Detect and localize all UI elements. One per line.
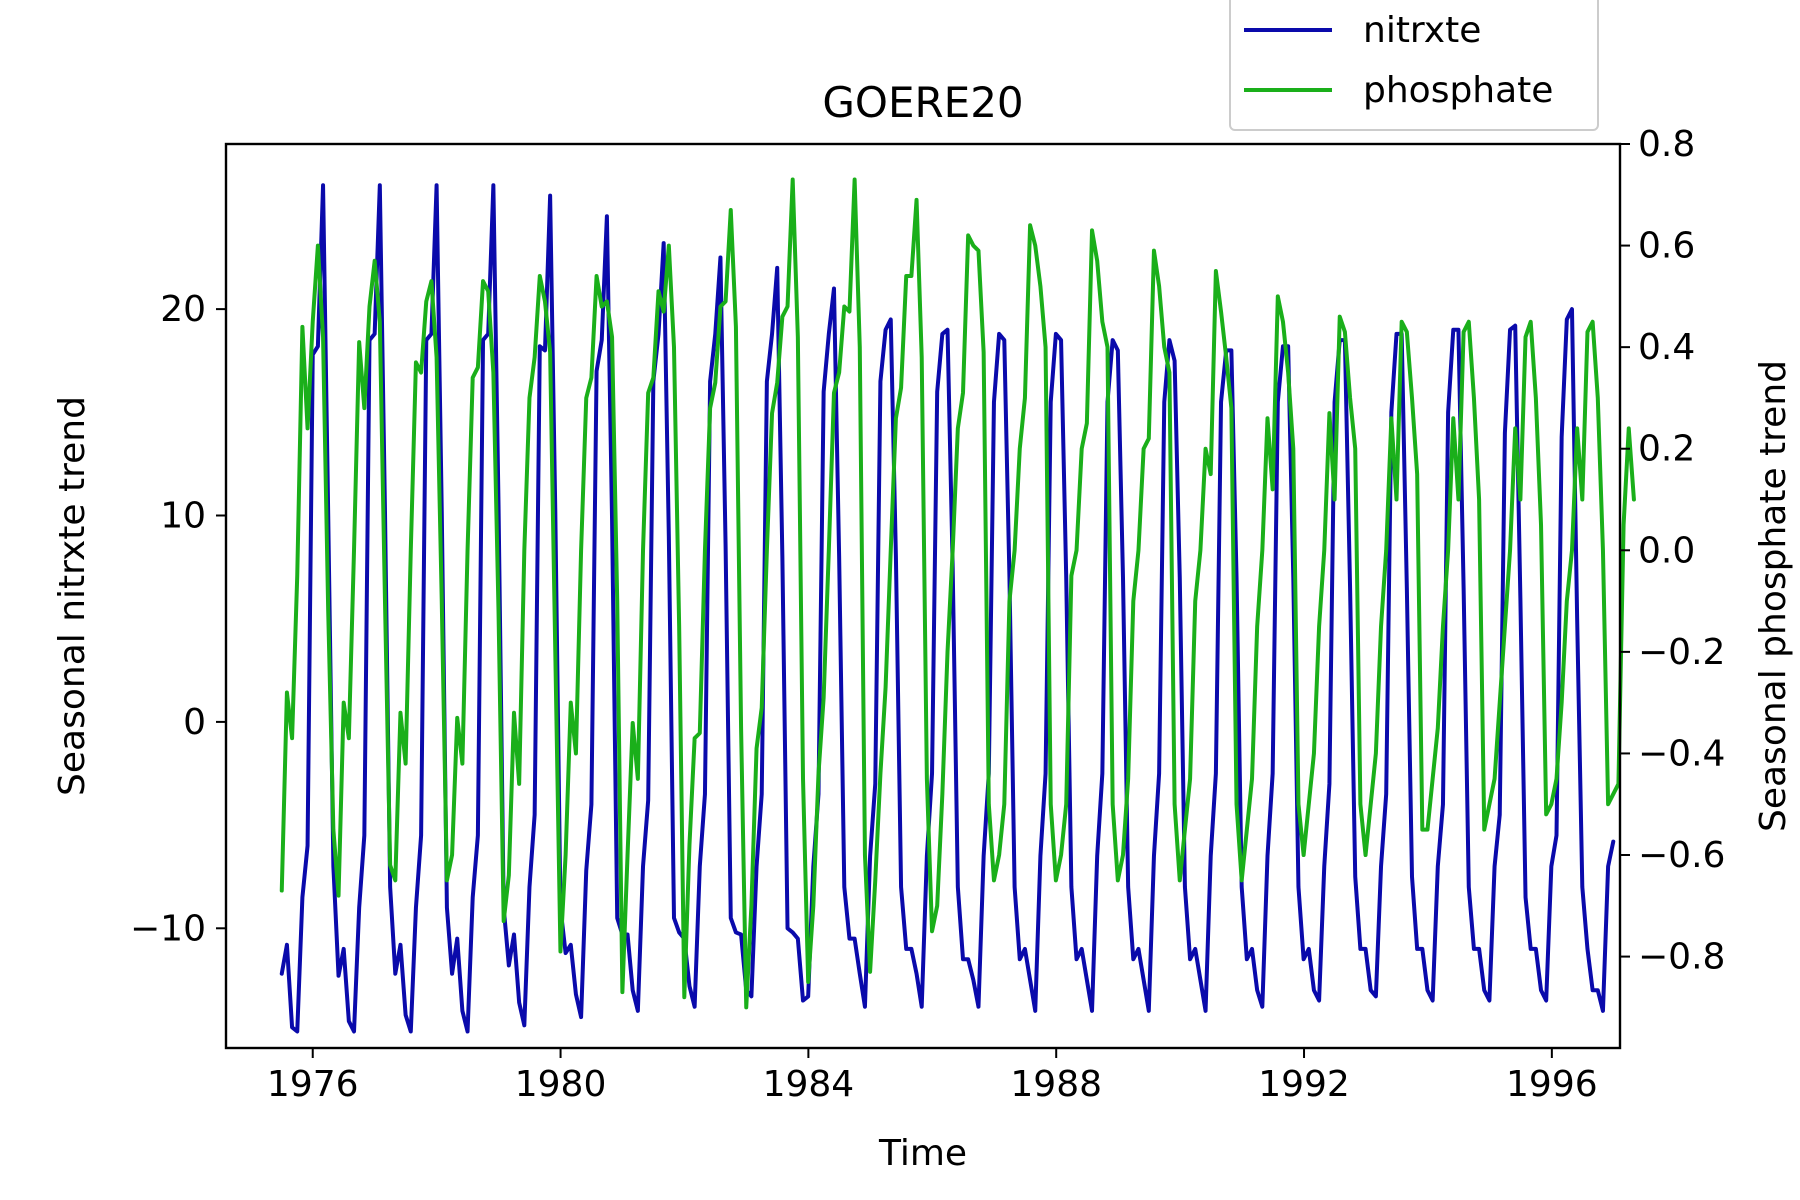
- y-tick-label-right: −0.4: [1638, 733, 1725, 774]
- x-ticks: 1976 1980 1984 1988 1992 1996: [267, 1048, 1598, 1105]
- y-axis-title-right: Seasonal phosphate trend: [1753, 360, 1794, 832]
- x-tick-label: 1992: [1258, 1064, 1350, 1105]
- x-tick-label: 1984: [763, 1064, 855, 1105]
- y-tick-label-left: 20: [160, 289, 206, 330]
- legend: nitrxte phosphate: [1229, 0, 1599, 131]
- x-tick-label: 1988: [1010, 1064, 1102, 1105]
- y-axis-title-left: Seasonal nitrxte trend: [52, 396, 93, 796]
- x-tick-label: 1996: [1506, 1064, 1598, 1105]
- y-tick-label-left: 0: [183, 702, 206, 743]
- y-tick-label-right: 0.6: [1638, 226, 1695, 267]
- series-line-phosphate: [279, 177, 1636, 1010]
- y-ticks-left: −10 0 10 20: [130, 289, 226, 949]
- y-tick-label-right: −0.6: [1638, 835, 1725, 876]
- y-tick-label-right: −0.2: [1638, 632, 1725, 673]
- y-tick-label-left: 10: [160, 496, 206, 537]
- y-tick-label-right: 0.8: [1638, 124, 1695, 165]
- x-tick-label: 1976: [267, 1064, 359, 1105]
- y-tick-label-right: 0.4: [1638, 327, 1695, 368]
- legend-label-phosphate: phosphate: [1363, 70, 1553, 111]
- legend-label-nitrxte: nitrxte: [1363, 10, 1481, 51]
- y-ticks-right: −0.8 −0.6 −0.4 −0.2 0.0 0.2 0.4 0.6 0.8: [1620, 124, 1725, 978]
- chart-title: GOERE20: [822, 78, 1023, 127]
- y-tick-label-right: 0.2: [1638, 429, 1695, 470]
- plot-frame: [224, 142, 1622, 1050]
- y-tick-label-right: 0.0: [1638, 530, 1695, 571]
- series-lines: [279, 177, 1636, 1034]
- y-tick-label-right: −0.8: [1638, 937, 1725, 978]
- x-tick-label: 1980: [515, 1064, 607, 1105]
- legend-box: [1229, 0, 1599, 131]
- y-tick-label-left: −10: [130, 908, 206, 949]
- x-axis-title: Time: [878, 1133, 967, 1174]
